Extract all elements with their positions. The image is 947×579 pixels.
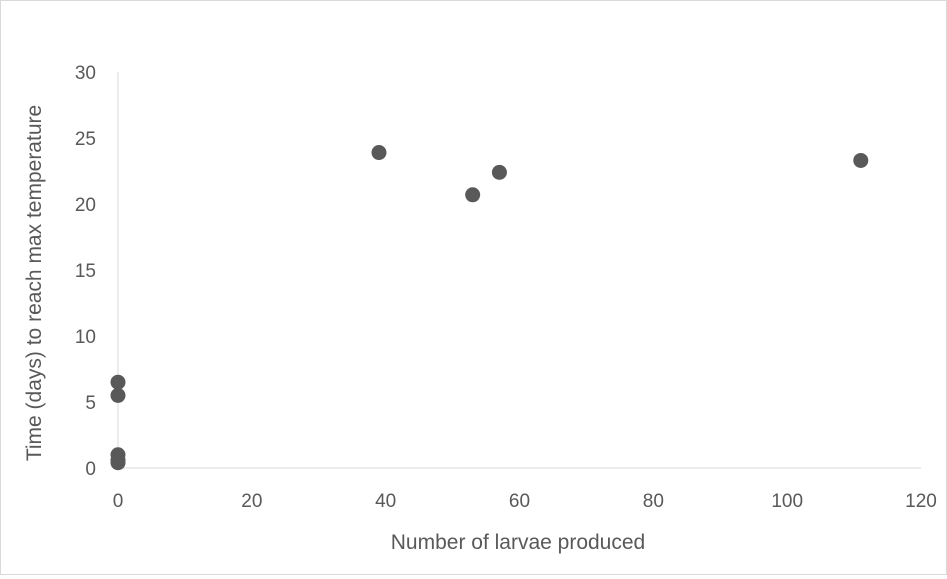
data-points <box>110 145 869 471</box>
data-point <box>110 374 126 390</box>
y-tick-label: 25 <box>75 129 96 150</box>
x-tick-label: 80 <box>643 491 664 512</box>
x-axis-title: Number of larvae produced <box>391 531 645 554</box>
x-tick-label: 120 <box>905 491 937 512</box>
x-tick-label: 40 <box>375 491 396 512</box>
y-tick-label: 20 <box>75 195 96 216</box>
y-tick-label: 15 <box>75 261 96 282</box>
data-point <box>491 164 507 180</box>
x-tick-label: 20 <box>241 491 262 512</box>
data-point <box>465 187 481 203</box>
y-tick-label: 0 <box>85 459 96 480</box>
x-tick-label: 0 <box>113 491 124 512</box>
data-point <box>110 455 126 471</box>
data-point <box>371 145 387 161</box>
y-tick-labels: 0 5 10 15 20 25 30 <box>75 63 96 480</box>
data-point <box>853 152 869 168</box>
y-tick-label: 30 <box>75 63 96 84</box>
y-axis-title: Time (days) to reach max temperature <box>23 105 46 461</box>
y-tick-label: 10 <box>75 327 96 348</box>
y-tick-label: 5 <box>85 393 96 414</box>
x-tick-label: 100 <box>771 491 803 512</box>
x-tick-label: 60 <box>509 491 530 512</box>
data-point <box>110 387 126 403</box>
x-tick-labels: 0 20 40 60 80 100 120 <box>113 491 937 512</box>
